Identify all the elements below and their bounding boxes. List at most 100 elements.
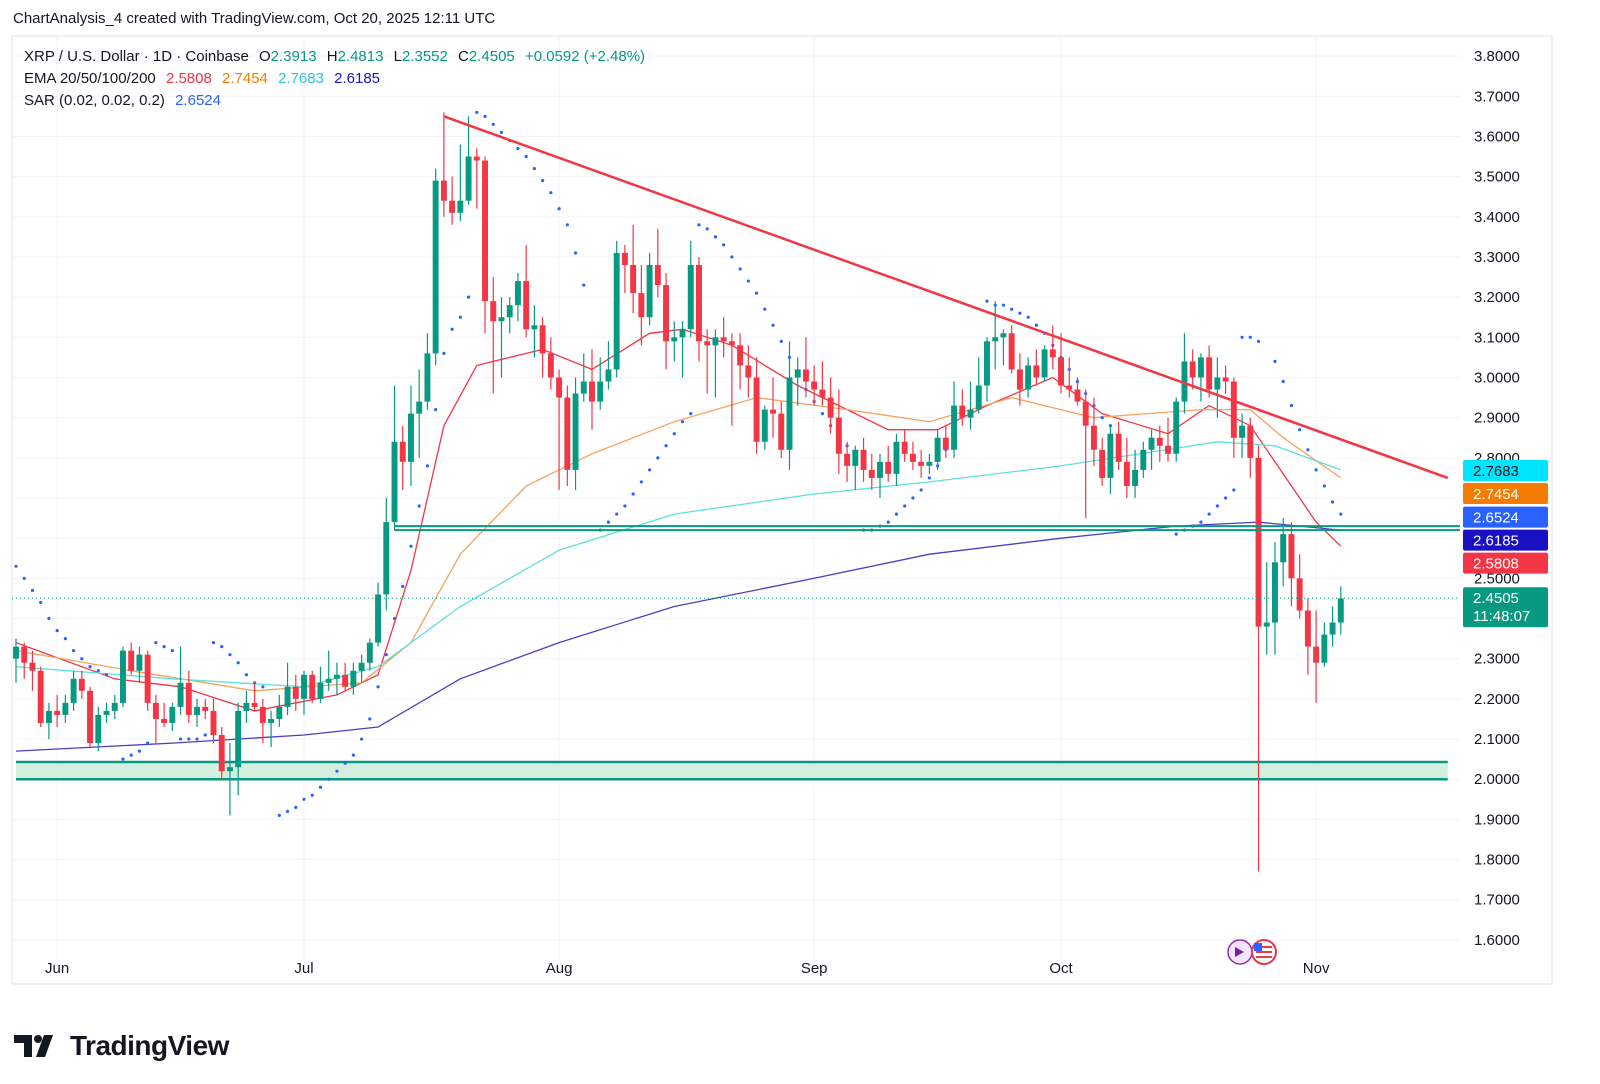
- candle: [967, 381, 974, 430]
- candle: [531, 305, 538, 358]
- candle-body: [745, 365, 752, 378]
- sar-dot: [425, 464, 430, 468]
- candle-body: [1214, 377, 1221, 390]
- y-tick-label: 1.6000: [1474, 932, 1520, 949]
- sar-dot: [1240, 335, 1244, 339]
- support-zone: [16, 760, 1448, 781]
- price-badges: 2.7683 2.7454 2.6524 2.6185 2.5808 2.450511:4…: [1463, 460, 1548, 628]
- tradingview-brand[interactable]: TradingView: [14, 1030, 229, 1062]
- candle: [432, 168, 439, 366]
- candle: [547, 337, 554, 390]
- candle-body: [235, 710, 242, 768]
- candle: [975, 357, 982, 414]
- candle: [1115, 421, 1122, 470]
- candle: [1140, 441, 1147, 478]
- candle-body: [457, 200, 464, 213]
- sar-dot: [1026, 315, 1030, 319]
- candle: [161, 702, 168, 727]
- sar-dot: [63, 637, 67, 641]
- candle-body: [621, 252, 628, 265]
- change-value: +0.0592 (+2.48%): [524, 48, 646, 65]
- low-value: 2.3552: [401, 48, 448, 65]
- candle-body: [539, 325, 546, 354]
- sar-dot: [450, 327, 454, 331]
- candle: [1337, 586, 1344, 635]
- candle-body: [1140, 449, 1147, 470]
- candle-body: [860, 449, 867, 470]
- candle-body: [111, 702, 118, 711]
- candle: [1206, 345, 1213, 398]
- candle-body: [811, 381, 818, 390]
- candle: [918, 449, 925, 478]
- sar-dot: [277, 813, 281, 817]
- sar-dot: [162, 645, 166, 649]
- candle: [663, 273, 670, 370]
- ema-50-line: [15, 396, 1342, 692]
- candle: [523, 244, 530, 338]
- candle: [259, 698, 266, 744]
- candle: [375, 582, 382, 647]
- candle-body: [1074, 389, 1081, 402]
- candle: [366, 638, 373, 671]
- sar-dot: [1001, 303, 1006, 307]
- candle: [1222, 365, 1229, 394]
- candle: [1181, 333, 1188, 414]
- y-tick-label: 2.5000: [1474, 570, 1520, 587]
- candle: [778, 401, 785, 458]
- sar-dot: [779, 339, 783, 343]
- candle: [1239, 413, 1246, 458]
- sar-dot: [285, 809, 290, 813]
- candle: [556, 369, 563, 490]
- candle-body: [1008, 333, 1015, 370]
- sar-dot: [442, 351, 446, 355]
- sar-dot: [516, 146, 520, 151]
- candle: [1156, 425, 1163, 462]
- sar-dot: [656, 456, 660, 460]
- candle-body: [1222, 377, 1229, 382]
- sar-dot: [211, 641, 216, 645]
- sar-dot: [368, 717, 372, 721]
- candle-body: [1272, 562, 1278, 623]
- candle: [802, 337, 809, 398]
- price-badge: 2.6185: [1463, 529, 1548, 551]
- candle-body: [1304, 610, 1311, 647]
- sar-dot: [672, 432, 676, 436]
- sar-value: 2.6524: [175, 92, 221, 109]
- candle: [761, 405, 768, 450]
- candle: [210, 698, 217, 744]
- candle-body: [78, 678, 85, 691]
- candle-body: [671, 337, 678, 342]
- candle: [78, 670, 85, 699]
- sar-dot: [228, 653, 232, 657]
- candle-body: [918, 461, 925, 466]
- candle-body: [1288, 534, 1295, 579]
- candle: [276, 694, 283, 727]
- candle-body: [959, 405, 966, 418]
- candle: [251, 682, 258, 711]
- candle: [630, 224, 637, 314]
- sar-dot: [392, 616, 397, 621]
- sar-dot: [615, 512, 619, 516]
- candle-body: [589, 381, 595, 402]
- candle-body: [120, 650, 126, 703]
- candle-body: [391, 441, 398, 523]
- sar-dot: [302, 797, 306, 801]
- news-icon[interactable]: [1227, 939, 1277, 965]
- candle-body: [1066, 385, 1073, 390]
- sar-dot: [1273, 359, 1277, 364]
- sar-dot: [1034, 323, 1038, 327]
- y-tick-label: 3.0000: [1474, 369, 1520, 386]
- candle-body: [358, 662, 365, 671]
- candle-body: [1173, 401, 1180, 454]
- candle: [136, 646, 143, 683]
- candle-body: [62, 702, 69, 715]
- candle: [621, 244, 628, 294]
- candle: [325, 650, 332, 691]
- sar-dot: [664, 444, 668, 448]
- candle-body: [54, 710, 61, 715]
- candle-body: [877, 461, 883, 478]
- candle-body: [514, 281, 521, 306]
- sar-dot: [1232, 488, 1236, 492]
- candle: [128, 642, 135, 675]
